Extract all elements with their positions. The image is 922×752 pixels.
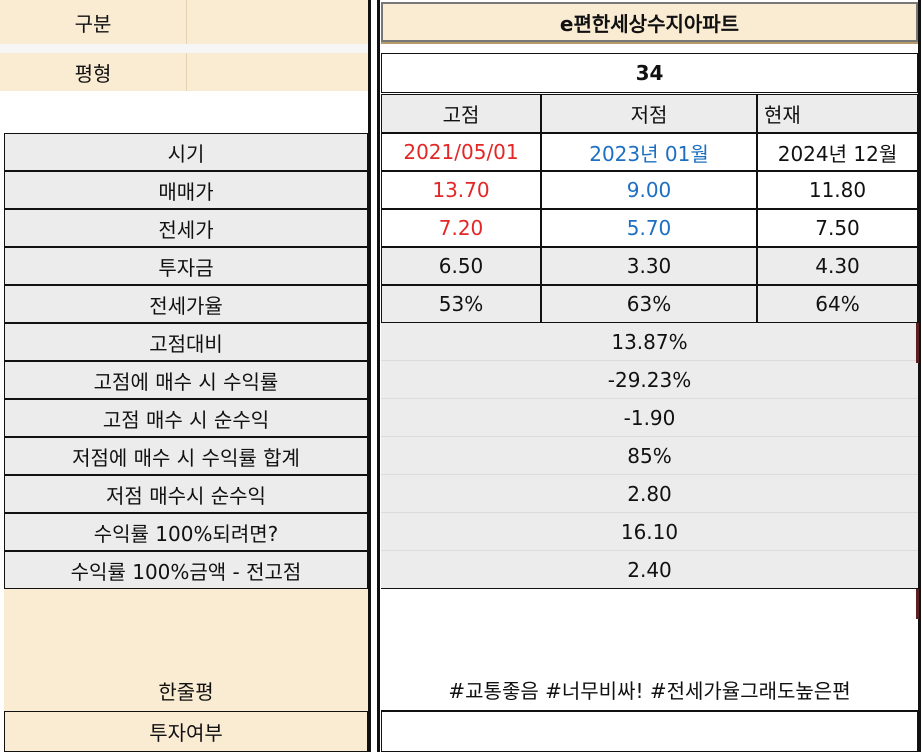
period-current[interactable]: 2024년 12월 <box>757 133 918 171</box>
metric-label-target-minus-high[interactable]: 수익률 100%금액 - 전고점 <box>4 551 368 589</box>
metric-label-vs-high[interactable]: 고점대비 <box>4 323 368 361</box>
metric-value: 2.80 <box>627 481 672 506</box>
jeonse-ratio-high[interactable]: 53% <box>381 285 541 323</box>
period-low[interactable]: 2023년 01월 <box>541 133 757 171</box>
cell-value: 7.50 <box>815 216 860 240</box>
cell-value: 63% <box>626 292 672 316</box>
cell-value: 5.70 <box>626 216 672 240</box>
cell-value: 11.80 <box>808 178 867 202</box>
metric-label-low-return[interactable]: 저점에 매수 시 수익률 합계 <box>4 437 368 475</box>
metric-label: 저점에 매수 시 수익률 합계 <box>72 445 300 470</box>
cell-edge-mark <box>916 589 919 619</box>
row-label: 투자금 <box>158 255 214 280</box>
size-value: 34 <box>635 61 664 85</box>
invest-label-cell[interactable]: 투자여부 <box>4 711 368 752</box>
investment-current[interactable]: 4.30 <box>757 247 918 285</box>
metric-label: 수익률 100%금액 - 전고점 <box>70 559 302 584</box>
cell-value: 3.30 <box>626 254 672 278</box>
metric-label: 고점대비 <box>149 331 223 356</box>
sale-price-high[interactable]: 13.70 <box>381 171 541 209</box>
jeonse-ratio-low[interactable]: 63% <box>541 285 757 323</box>
apartment-name-cell[interactable]: e편한세상수지아파트 <box>381 2 918 42</box>
row-label-sale-price[interactable]: 매매가 <box>4 171 368 209</box>
metric-value: 2.40 <box>627 557 672 582</box>
jeonse-price-high[interactable]: 7.20 <box>381 209 541 247</box>
metric-value: -1.90 <box>623 405 676 430</box>
metric-label-low-net[interactable]: 저점 매수시 순수익 <box>4 475 368 513</box>
col-header-current-label: 현재 <box>764 103 801 127</box>
review-value: #교통좋음 #너무비싸! #전세가율그래도높은편 <box>448 679 851 703</box>
sale-price-current[interactable]: 11.80 <box>757 171 918 209</box>
cell-value: 64% <box>815 292 860 316</box>
review-label-cell[interactable]: 한줄평 <box>4 589 368 711</box>
metric-value-vs-high[interactable]: 13.87% <box>381 323 918 361</box>
metric-label-high-net[interactable]: 고점 매수 시 순수익 <box>4 399 368 437</box>
metric-value-high-net[interactable]: -1.90 <box>381 399 918 437</box>
column-divider-right <box>377 0 380 752</box>
row-label: 전세가율 <box>149 293 223 318</box>
metric-value-high-return[interactable]: -29.23% <box>381 361 918 399</box>
cell-value: 9.00 <box>626 178 672 202</box>
review-value-cell[interactable]: #교통좋음 #너무비싸! #전세가율그래도높은편 <box>381 589 918 711</box>
cell-value: 2021/05/01 <box>403 140 519 164</box>
cell-edge-mark <box>916 323 919 363</box>
invest-value-cell[interactable] <box>381 711 918 752</box>
cell-value: 53% <box>438 292 484 316</box>
row-label: 시기 <box>167 141 205 166</box>
row-label-jeonse-ratio[interactable]: 전세가율 <box>4 285 368 323</box>
invest-label: 투자여부 <box>149 721 223 745</box>
metric-label: 저점 매수시 순수익 <box>106 483 266 508</box>
row-label-investment[interactable]: 투자금 <box>4 247 368 285</box>
investment-high[interactable]: 6.50 <box>381 247 541 285</box>
row-label-period[interactable]: 시기 <box>4 133 368 171</box>
apartment-name: e편한세상수지아파트 <box>559 11 740 36</box>
right-edge-line <box>918 0 921 752</box>
header-label: 구분 <box>74 11 112 36</box>
metric-label: 수익률 100%되려면? <box>93 521 279 546</box>
col-header-low[interactable]: 저점 <box>541 94 757 133</box>
metric-value-low-return[interactable]: 85% <box>381 437 918 475</box>
metric-value-target-100[interactable]: 16.10 <box>381 513 918 551</box>
cell-value: 7.20 <box>438 216 484 240</box>
col-header-high[interactable]: 고점 <box>381 94 541 133</box>
metric-value: 16.10 <box>620 519 679 544</box>
col-header-high-label: 고점 <box>442 103 480 127</box>
col-header-current[interactable]: 현재 <box>757 94 918 133</box>
metric-label: 고점 매수 시 순수익 <box>102 407 270 432</box>
header-label-cell[interactable]: 구분 <box>0 0 186 44</box>
cell-value: 6.50 <box>438 254 484 278</box>
row-label: 매매가 <box>158 179 214 204</box>
metric-value: -29.23% <box>607 367 692 392</box>
cell-value: 2024년 12월 <box>777 141 898 166</box>
jeonse-ratio-current[interactable]: 64% <box>757 285 918 323</box>
row-label-jeonse-price[interactable]: 전세가 <box>4 209 368 247</box>
jeonse-price-low[interactable]: 5.70 <box>541 209 757 247</box>
jeonse-price-current[interactable]: 7.50 <box>757 209 918 247</box>
metric-label-high-return[interactable]: 고점에 매수 시 수익률 <box>4 361 368 399</box>
cell-value: 4.30 <box>815 254 860 278</box>
column-divider-left <box>368 0 371 752</box>
metric-label: 고점에 매수 시 수익률 <box>93 369 279 394</box>
cell-value: 13.70 <box>432 178 490 202</box>
row-label: 전세가 <box>158 217 214 242</box>
metric-value: 85% <box>627 443 672 468</box>
period-high[interactable]: 2021/05/01 <box>381 133 541 171</box>
metric-value: 13.87% <box>611 329 688 354</box>
size-label: 평형 <box>74 61 112 86</box>
size-empty-cell[interactable] <box>186 53 368 91</box>
metric-value-low-net[interactable]: 2.80 <box>381 475 918 513</box>
review-label: 한줄평 <box>158 680 214 704</box>
size-value-cell[interactable]: 34 <box>381 53 918 93</box>
metric-value-target-minus-high[interactable]: 2.40 <box>381 551 918 589</box>
size-label-cell[interactable]: 평형 <box>0 53 186 91</box>
header-empty-cell[interactable] <box>186 0 368 44</box>
row-gap <box>0 44 368 53</box>
sale-price-low[interactable]: 9.00 <box>541 171 757 209</box>
col-header-low-label: 저점 <box>630 103 668 127</box>
metric-label-target-100[interactable]: 수익률 100%되려면? <box>4 513 368 551</box>
cell-value: 2023년 01월 <box>589 141 709 166</box>
investment-low[interactable]: 3.30 <box>541 247 757 285</box>
